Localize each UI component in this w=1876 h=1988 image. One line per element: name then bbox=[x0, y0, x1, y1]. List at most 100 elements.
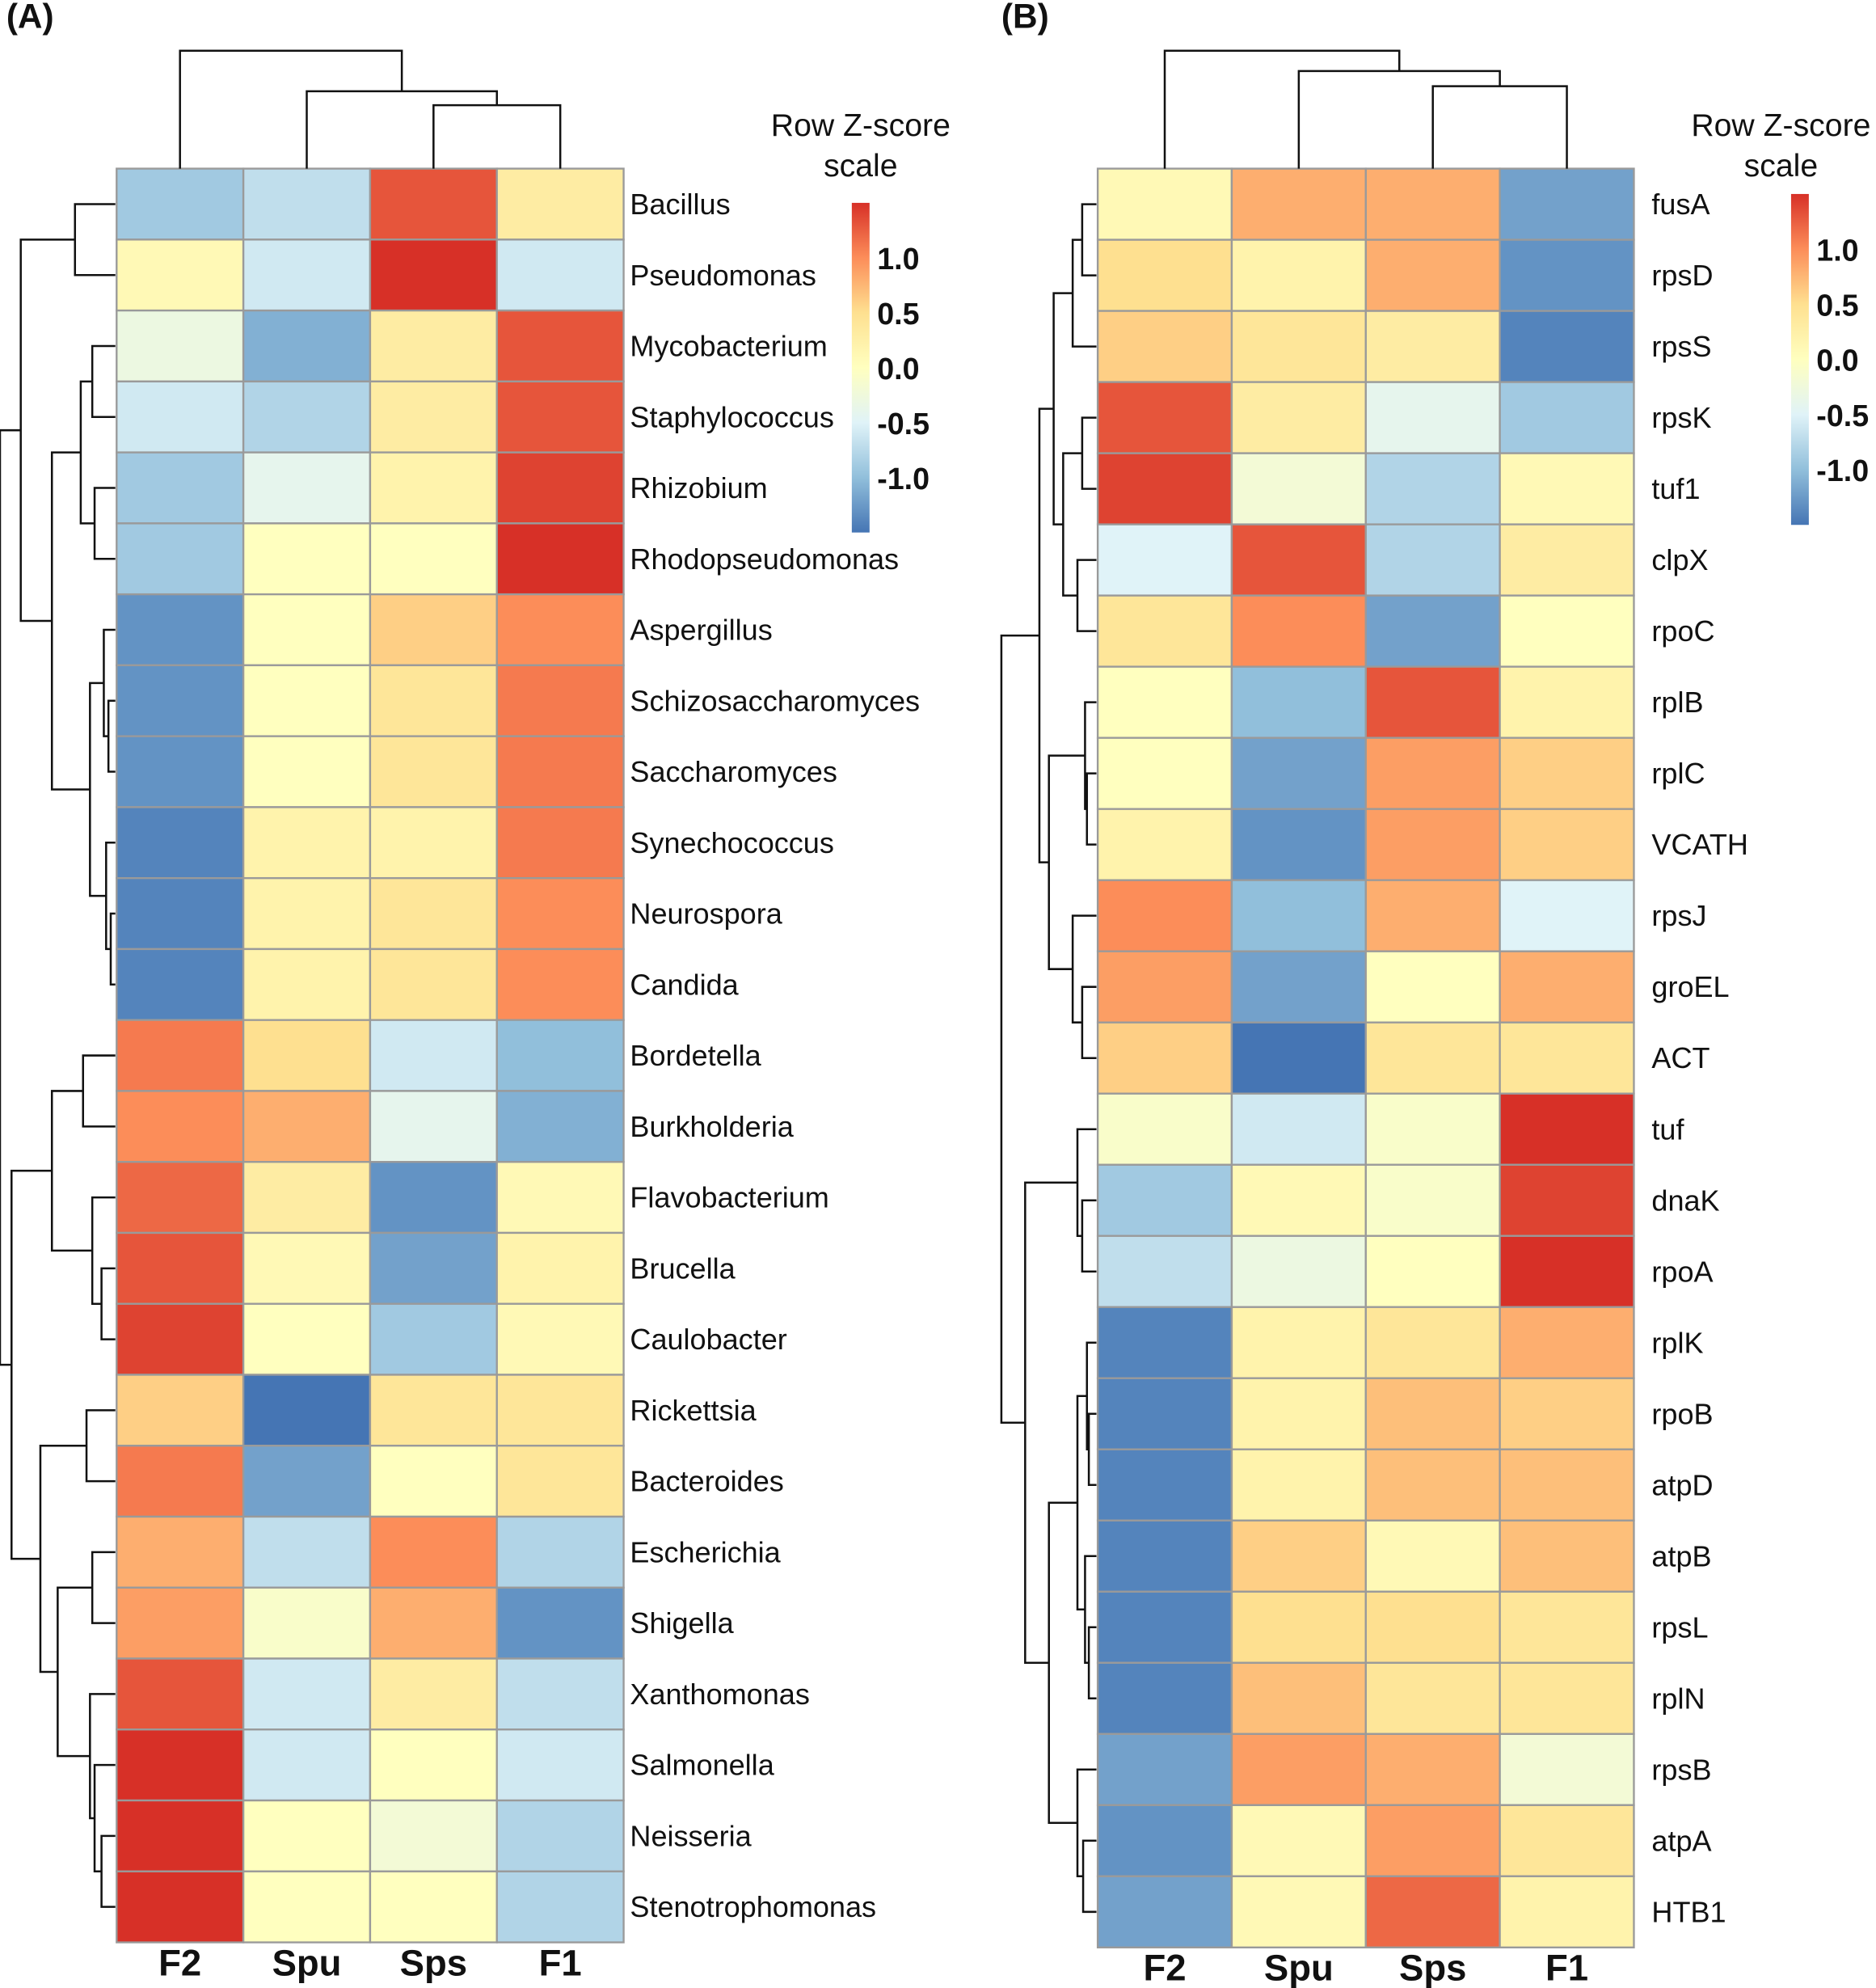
row-label: Bacteroides bbox=[630, 1465, 783, 1498]
heatmap-cell bbox=[1364, 1733, 1501, 1806]
row-label: rpoC bbox=[1651, 614, 1714, 648]
heatmap-cell bbox=[1364, 1377, 1501, 1450]
heatmap-cell bbox=[1096, 1306, 1233, 1379]
heatmap-cell bbox=[1096, 1021, 1233, 1095]
row-label: Flavobacterium bbox=[630, 1181, 828, 1214]
heatmap-cell bbox=[1096, 238, 1233, 312]
heatmap-cell bbox=[1230, 1235, 1367, 1308]
heatmap-cell bbox=[495, 238, 625, 312]
heatmap-cell bbox=[369, 522, 498, 596]
heatmap-cell bbox=[1499, 238, 1635, 312]
heatmap-cell bbox=[242, 1728, 372, 1802]
heatmap-cell bbox=[1096, 1804, 1233, 1877]
heatmap-cell bbox=[1230, 808, 1367, 881]
column-label: Spu bbox=[272, 1942, 342, 1983]
heatmap-cell bbox=[1364, 523, 1501, 597]
panel-label: (B) bbox=[1001, 0, 1049, 36]
row-label: Schizosaccharomyces bbox=[630, 684, 920, 717]
heatmap-cell bbox=[1364, 1092, 1501, 1166]
row-dendrogram bbox=[1000, 203, 1097, 1914]
column-label: F1 bbox=[1545, 1948, 1588, 1988]
heatmap-cell bbox=[242, 1799, 372, 1872]
legend-tick-label: 0.5 bbox=[877, 297, 919, 331]
heatmap-cell bbox=[369, 1586, 498, 1660]
heatmap-cell bbox=[116, 1019, 245, 1092]
row-label: tuf bbox=[1651, 1112, 1684, 1146]
row-label: rpsL bbox=[1651, 1610, 1708, 1644]
heatmap-cell bbox=[116, 948, 245, 1021]
heatmap-cell bbox=[495, 593, 625, 667]
heatmap-cell bbox=[1230, 1377, 1367, 1450]
heatmap-cell bbox=[1096, 1590, 1233, 1664]
row-label: Stenotrophomonas bbox=[630, 1890, 876, 1923]
heatmap-cell bbox=[1499, 1235, 1635, 1308]
heatmap-cell bbox=[369, 1090, 498, 1163]
heatmap-cell bbox=[369, 167, 498, 241]
row-label: rpsJ bbox=[1651, 899, 1706, 932]
heatmap-cell bbox=[1499, 1590, 1635, 1664]
column-dendrogram bbox=[179, 49, 562, 169]
heatmap-cell bbox=[369, 948, 498, 1021]
heatmap-cell bbox=[369, 1302, 498, 1376]
heatmap-cell bbox=[369, 806, 498, 880]
heatmap-cell bbox=[495, 1586, 625, 1660]
row-label: rpoB bbox=[1651, 1397, 1713, 1430]
heatmap-cell bbox=[116, 593, 245, 667]
row-label: rpoA bbox=[1651, 1255, 1713, 1288]
heatmap-cell bbox=[495, 1161, 625, 1235]
row-label: Neurospora bbox=[630, 897, 782, 931]
row-label: Salmonella bbox=[630, 1749, 774, 1782]
heatmap-cell bbox=[369, 1231, 498, 1305]
heatmap-cell bbox=[116, 1870, 245, 1944]
heatmap-cell bbox=[242, 735, 372, 808]
row-label: Mycobacterium bbox=[630, 330, 827, 363]
heatmap-cell bbox=[1230, 1733, 1367, 1806]
legend-tick-label: 0.0 bbox=[877, 352, 919, 386]
heatmap-cell bbox=[242, 451, 372, 525]
row-label: clpX bbox=[1651, 543, 1708, 576]
heatmap-cell bbox=[1364, 1448, 1501, 1522]
heatmap-cell bbox=[116, 238, 245, 312]
row-label: rplN bbox=[1651, 1682, 1705, 1715]
panel-label: (A) bbox=[6, 0, 54, 36]
heatmap-cell bbox=[369, 380, 498, 454]
heatmap-cell bbox=[1499, 523, 1635, 597]
heatmap-cell bbox=[1364, 594, 1501, 668]
row-label: fusA bbox=[1651, 188, 1709, 221]
heatmap-cell bbox=[1230, 1092, 1367, 1166]
heatmap-cell bbox=[1499, 665, 1635, 739]
heatmap-cell bbox=[369, 664, 498, 737]
heatmap-cell bbox=[1364, 665, 1501, 739]
heatmap-cell bbox=[1230, 1021, 1367, 1095]
heatmap-cell bbox=[242, 380, 372, 454]
heatmap-cell bbox=[1499, 381, 1635, 454]
row-label: rpsB bbox=[1651, 1753, 1711, 1786]
column-dendrogram bbox=[1163, 49, 1568, 169]
row-label: Xanthomonas bbox=[630, 1678, 809, 1711]
heatmap-cell bbox=[242, 309, 372, 383]
heatmap-cell bbox=[495, 876, 625, 951]
heatmap-cell bbox=[1096, 879, 1233, 952]
heatmap-cell bbox=[1499, 1306, 1635, 1379]
row-label: Synechococcus bbox=[630, 826, 833, 859]
row-label: Aspergillus bbox=[630, 614, 772, 647]
panel-a: (A) Bacillus Pseudomonas Mycobacterium Staph… bbox=[0, 0, 951, 1983]
column-label: F2 bbox=[158, 1942, 201, 1983]
heatmap-cell bbox=[1230, 1163, 1367, 1237]
heatmap-cell bbox=[1096, 1733, 1233, 1806]
legend-tick-label: 1.0 bbox=[1816, 233, 1858, 267]
legend-subtitle: scale bbox=[1744, 149, 1818, 184]
legend-tick-label: 0.5 bbox=[1816, 288, 1858, 322]
heatmap-cell bbox=[1364, 879, 1501, 952]
heatmap-cell bbox=[116, 664, 245, 737]
heatmap-cell bbox=[1096, 167, 1233, 241]
legend-tick-label: -1.0 bbox=[877, 462, 930, 496]
heatmap-cell bbox=[495, 1515, 625, 1589]
heatmap-cell bbox=[116, 735, 245, 808]
heatmap-cell bbox=[116, 309, 245, 383]
row-label: Rhizobium bbox=[630, 471, 767, 504]
heatmap-cell bbox=[242, 948, 372, 1021]
heatmap-cell bbox=[242, 1302, 372, 1376]
heatmap-cell bbox=[495, 1728, 625, 1802]
heatmap-cell bbox=[1230, 238, 1367, 312]
